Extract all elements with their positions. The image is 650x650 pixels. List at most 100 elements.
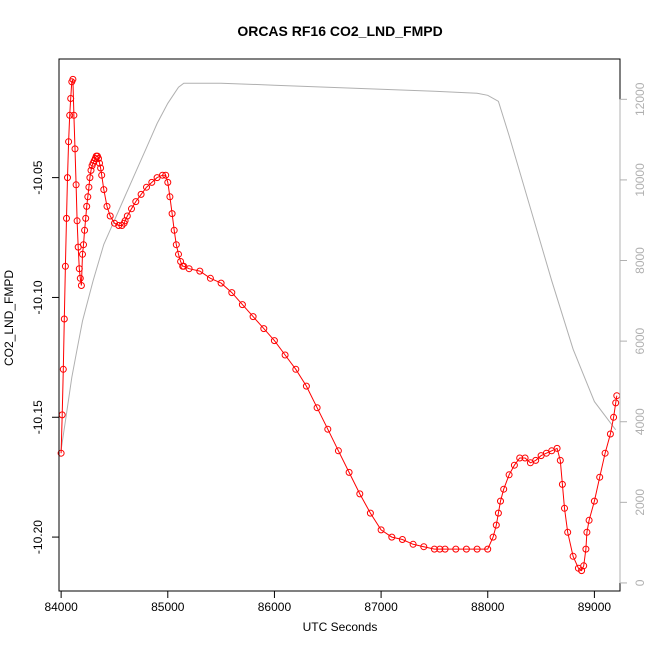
y2-tick-label: 0 — [633, 579, 647, 586]
y-axis-label: CO2_LND_FMPD — [2, 270, 16, 366]
data-point — [59, 365, 67, 373]
data-point — [377, 526, 385, 534]
data-point — [601, 449, 609, 457]
data-point — [452, 545, 460, 553]
data-point — [95, 155, 102, 162]
data-point — [580, 562, 588, 570]
data-point — [558, 480, 566, 488]
x-tick-label: 89000 — [578, 600, 612, 614]
data-point — [473, 545, 481, 553]
data-point — [97, 164, 105, 172]
data-point — [324, 425, 332, 433]
data-point — [260, 325, 268, 333]
data-point — [80, 241, 87, 249]
y2-tick-label: 10000 — [633, 163, 647, 197]
data-point — [148, 178, 156, 186]
left-axis-series — [57, 75, 621, 575]
y2-tick-label: 12000 — [633, 82, 647, 116]
y2-tick-label: 6000 — [633, 327, 647, 354]
data-point — [82, 214, 90, 222]
data-point — [128, 205, 135, 213]
data-point — [67, 95, 75, 102]
data-point — [561, 504, 568, 512]
data-point — [70, 111, 78, 119]
data-point — [409, 540, 417, 548]
data-point — [238, 301, 246, 309]
data-point — [75, 265, 83, 273]
x-tick-label: 86000 — [258, 600, 292, 614]
data-point — [168, 210, 176, 218]
data-point — [388, 533, 396, 541]
data-point — [206, 274, 214, 282]
data-point — [77, 282, 85, 289]
data-point — [143, 183, 150, 191]
data-point — [60, 315, 68, 323]
data-point — [86, 174, 94, 182]
data-point — [64, 174, 71, 182]
data-point — [583, 528, 591, 536]
data-point — [217, 279, 225, 287]
x-axis: 84000 85000 86000 87000 88000 89000 — [44, 590, 612, 614]
data-point — [436, 545, 444, 553]
data-point — [249, 313, 257, 321]
data-point — [83, 202, 91, 210]
plot-frame — [58, 58, 621, 592]
data-point — [590, 497, 598, 505]
data-point — [57, 449, 65, 457]
data-point — [100, 186, 108, 194]
y-tick-label: -10.05 — [31, 160, 45, 194]
data-point — [441, 545, 449, 553]
data-point — [302, 382, 310, 390]
chart-title: ORCAS RF16 CO2_LND_FMPD — [237, 23, 442, 39]
data-point — [72, 181, 80, 189]
data-point — [185, 265, 193, 273]
x-tick-label: 88000 — [471, 600, 505, 614]
data-point — [612, 399, 620, 407]
series-line-0 — [60, 79, 618, 572]
data-point — [164, 178, 172, 186]
data-point — [420, 543, 428, 551]
data-point — [71, 145, 79, 153]
data-point — [228, 289, 236, 297]
y2-tick-label: 8000 — [633, 247, 647, 274]
y-axis-right: 0 2000 4000 6000 8000 10000 12000 — [619, 82, 647, 586]
data-point — [270, 337, 278, 345]
data-point — [564, 528, 572, 536]
data-point — [106, 212, 114, 220]
data-point — [569, 552, 577, 560]
data-point — [610, 413, 618, 421]
data-point — [585, 516, 593, 524]
data-point — [123, 212, 131, 220]
data-point — [492, 521, 500, 529]
data-point — [497, 497, 504, 505]
y-tick-label: -10.15 — [31, 400, 45, 434]
x-tick-label: 84000 — [44, 600, 78, 614]
data-point — [118, 222, 126, 229]
data-point — [170, 226, 178, 234]
data-point — [96, 159, 103, 167]
data-point — [79, 250, 86, 258]
data-point — [484, 545, 492, 553]
y2-tick-label: 2000 — [633, 489, 647, 516]
data-point — [66, 111, 74, 119]
data-point — [556, 456, 564, 464]
data-point — [81, 226, 89, 234]
data-point — [494, 509, 502, 517]
data-point — [553, 444, 561, 452]
data-point — [356, 490, 364, 498]
y-tick-label: -10.10 — [31, 280, 45, 314]
x-tick-label: 85000 — [151, 600, 185, 614]
data-point — [292, 365, 300, 373]
data-point — [132, 198, 140, 206]
data-point — [73, 217, 81, 225]
data-point — [137, 190, 145, 198]
y-tick-label: -10.20 — [31, 520, 45, 554]
data-point — [334, 447, 342, 455]
data-point — [76, 274, 84, 282]
y2-tick-label: 4000 — [633, 408, 647, 435]
data-point — [510, 461, 518, 469]
data-point — [84, 193, 92, 201]
data-point — [596, 473, 604, 481]
x-axis-label: UTC Seconds — [303, 620, 378, 634]
data-point — [65, 138, 73, 146]
